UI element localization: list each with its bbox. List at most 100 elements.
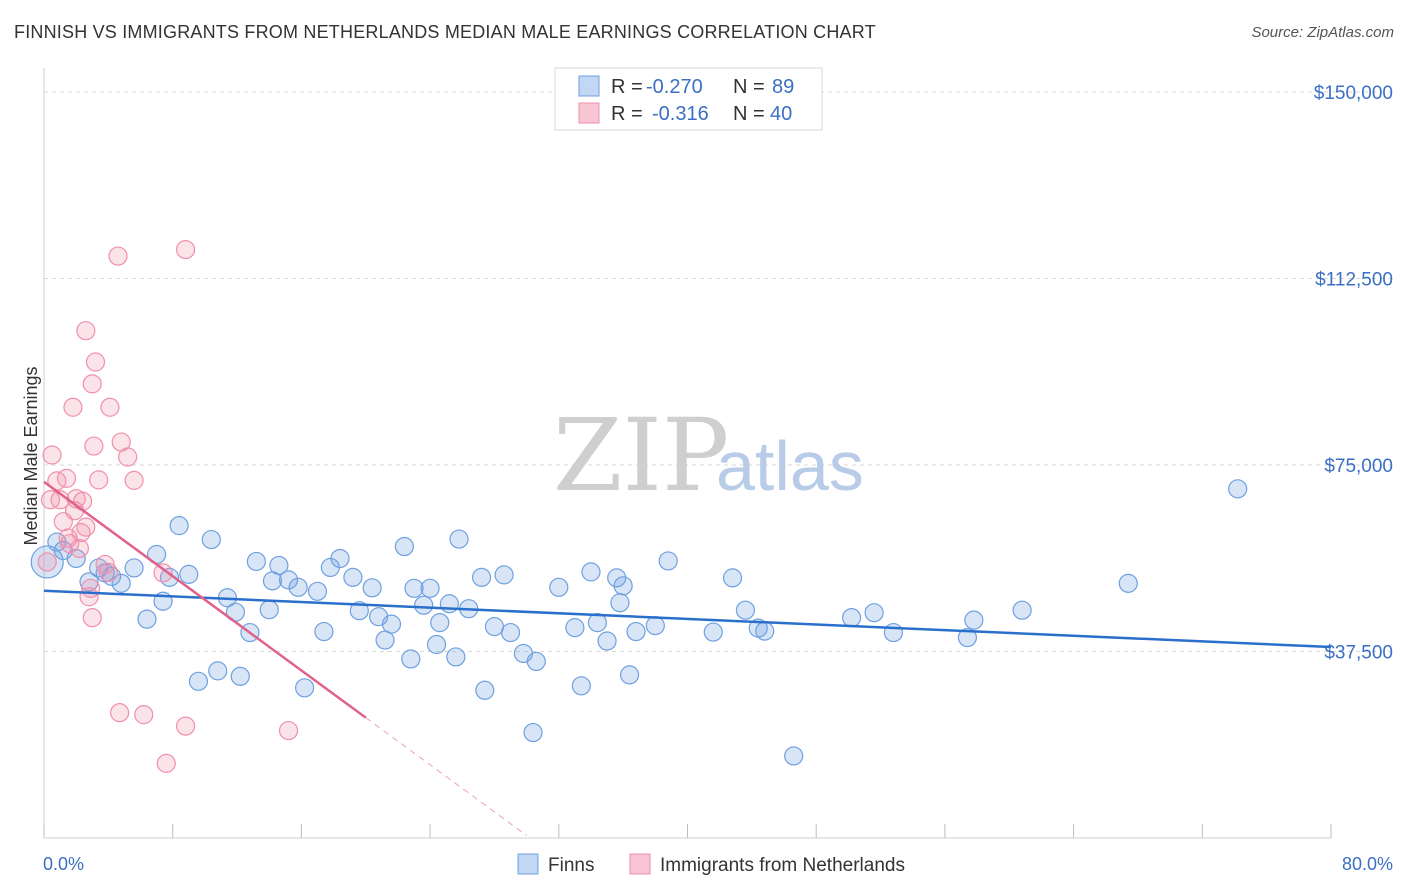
data-point-finns: [375, 630, 395, 650]
legend-r-value-netherlands: -0.316: [652, 103, 709, 125]
bottom-legend-swatch-finns: [517, 853, 539, 875]
data-point-netherlands: [98, 562, 118, 582]
data-point-netherlands: [175, 239, 196, 260]
data-point-netherlands: [76, 321, 96, 341]
data-point-finns: [230, 666, 250, 686]
data-point-finns: [645, 616, 665, 636]
data-point-finns: [188, 671, 209, 691]
data-point-netherlands: [37, 552, 57, 572]
series-finns: [30, 479, 1248, 766]
data-point-finns: [404, 578, 424, 598]
data-point-finns: [278, 570, 299, 590]
data-point-finns: [964, 610, 984, 630]
data-point-finns: [784, 746, 804, 766]
data-point-finns: [414, 595, 434, 615]
data-point-finns: [523, 722, 543, 743]
data-point-finns: [79, 572, 99, 592]
data-point-finns: [957, 627, 978, 648]
data-point-netherlands: [84, 436, 104, 456]
data-point-netherlands: [124, 470, 144, 490]
data-point-finns: [1012, 600, 1032, 620]
y-tick-label: $75,000: [1324, 456, 1393, 477]
data-point-finns: [613, 576, 633, 596]
data-point-netherlands: [63, 397, 83, 417]
legend-swatch-netherlands: [578, 102, 600, 124]
data-point-finns: [610, 593, 630, 613]
data-point-finns: [1118, 573, 1138, 593]
data-point-finns: [587, 613, 608, 633]
legend-r-label-netherlands: R =: [611, 103, 643, 125]
data-point-finns: [607, 568, 627, 588]
data-point-netherlands: [110, 703, 130, 723]
bottom-legend-swatch-netherlands: [629, 853, 651, 875]
data-point-netherlands: [89, 470, 109, 490]
data-point-finns: [137, 609, 157, 629]
data-point-finns: [449, 529, 469, 549]
watermark-zip: ZIP: [553, 397, 729, 514]
data-point-finns: [722, 568, 743, 588]
data-point-finns: [288, 577, 308, 597]
chart-title: FINNISH VS IMMIGRANTS FROM NETHERLANDS M…: [14, 22, 876, 42]
data-point-finns: [381, 614, 402, 634]
data-point-finns: [526, 651, 546, 672]
data-point-finns: [111, 573, 131, 593]
legend-n-value-finns: 89: [772, 76, 794, 98]
data-point-finns: [314, 621, 334, 642]
data-point-finns: [883, 622, 904, 643]
legend-r-label-finns: R =: [611, 76, 643, 98]
top-legend: R = -0.270 N = 89 R = -0.316 N = 40: [554, 67, 823, 131]
data-point-finns: [471, 567, 492, 587]
data-point-netherlands: [108, 246, 128, 266]
trend-line-finns: [43, 589, 1332, 649]
data-point-netherlands: [73, 491, 93, 511]
data-point-finns: [626, 621, 646, 642]
data-point-finns: [571, 676, 591, 696]
data-point-finns: [169, 516, 189, 536]
x-tick-label-max: 80.0%: [1342, 854, 1393, 874]
data-point-finns: [475, 680, 495, 700]
legend-n-label-finns: N =: [733, 76, 765, 98]
data-point-finns: [581, 562, 601, 582]
data-point-netherlands: [175, 716, 196, 736]
source-label: Source: ZipAtlas.com: [1251, 24, 1394, 41]
data-point-finns: [549, 577, 569, 597]
y-tick-labels: $37,500 $75,000 $112,500 $150,000: [1314, 83, 1393, 664]
data-point-finns: [1228, 479, 1248, 499]
data-point-netherlands: [42, 445, 62, 465]
data-point-finns: [446, 647, 466, 667]
x-tick-label-min: 0.0%: [43, 854, 84, 874]
data-point-netherlands: [56, 468, 77, 488]
data-point-netherlands: [69, 538, 89, 559]
data-point-netherlands: [82, 608, 102, 628]
data-point-finns: [295, 678, 315, 698]
data-point-finns: [420, 578, 440, 598]
data-point-netherlands: [40, 490, 61, 510]
data-point-finns: [124, 558, 144, 578]
data-point-netherlands: [85, 352, 106, 372]
data-point-finns: [864, 603, 884, 623]
data-point-finns: [755, 621, 775, 641]
data-point-finns: [430, 613, 450, 633]
y-axis-label: Median Male Earnings: [21, 366, 41, 545]
data-point-finns: [201, 529, 221, 550]
bottom-legend-label-finns: Finns: [548, 855, 594, 876]
data-point-finns: [735, 600, 756, 620]
data-point-finns: [343, 567, 363, 587]
data-point-finns: [269, 555, 289, 576]
data-point-finns: [259, 600, 279, 620]
data-point-finns: [597, 631, 617, 651]
trend-line-netherlands: [43, 480, 367, 719]
watermark-atlas: atlas: [716, 427, 864, 505]
legend-n-value-netherlands: 40: [770, 103, 792, 125]
trend-line-netherlands-extension: [365, 717, 527, 836]
data-point-finns: [307, 581, 328, 601]
data-point-netherlands: [153, 563, 173, 583]
data-point-finns: [500, 622, 521, 643]
data-point-finns: [330, 548, 350, 569]
data-point-netherlands: [81, 578, 101, 598]
data-point-finns: [841, 608, 862, 628]
y-tick-label: $37,500: [1324, 642, 1393, 663]
data-point-finns: [179, 564, 199, 584]
data-point-finns: [658, 551, 678, 571]
data-point-netherlands: [100, 397, 120, 417]
